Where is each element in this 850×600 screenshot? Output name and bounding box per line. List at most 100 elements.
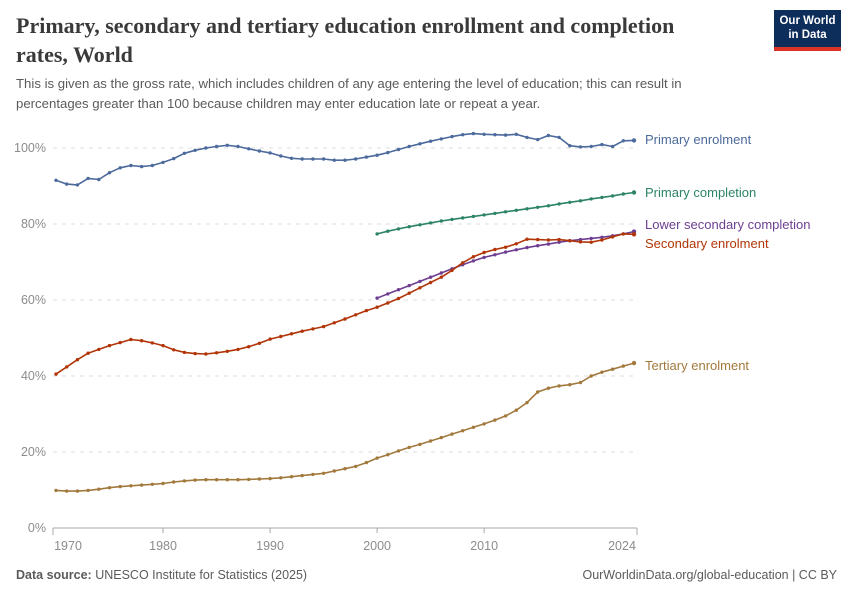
data-point-lower-secondary-completion[interactable]	[589, 236, 593, 241]
owid-link[interactable]: OurWorldinData.org/global-education | CC…	[582, 568, 837, 582]
data-point-secondary-enrolment[interactable]	[407, 291, 411, 295]
data-point-secondary-enrolment[interactable]	[439, 275, 443, 279]
data-point-secondary-enrolment[interactable]	[193, 351, 197, 356]
data-point-secondary-enrolment[interactable]	[493, 247, 497, 252]
data-point-tertiary-enrolment[interactable]	[354, 464, 358, 469]
data-point-tertiary-enrolment[interactable]	[118, 484, 122, 489]
data-point-tertiary-enrolment[interactable]	[375, 456, 379, 460]
data-point-secondary-enrolment[interactable]	[332, 321, 336, 325]
data-point-lower-secondary-completion[interactable]	[503, 250, 508, 254]
data-point-primary-enrolment[interactable]	[97, 177, 101, 182]
data-point-primary-enrolment[interactable]	[525, 135, 529, 140]
data-point-tertiary-enrolment[interactable]	[193, 478, 197, 482]
data-point-tertiary-enrolment[interactable]	[600, 370, 604, 374]
data-point-tertiary-enrolment[interactable]	[257, 477, 262, 481]
data-point-primary-completion[interactable]	[428, 221, 433, 225]
data-point-primary-enrolment[interactable]	[396, 147, 401, 152]
data-point-primary-enrolment[interactable]	[139, 164, 144, 169]
data-point-primary-enrolment[interactable]	[289, 156, 294, 160]
data-point-tertiary-enrolment[interactable]	[311, 472, 315, 477]
data-point-secondary-enrolment[interactable]	[182, 350, 187, 355]
data-point-lower-secondary-completion[interactable]	[386, 292, 390, 296]
data-point-secondary-enrolment[interactable]	[589, 240, 593, 244]
data-point-primary-enrolment[interactable]	[86, 176, 90, 181]
data-point-secondary-enrolment[interactable]	[118, 340, 122, 345]
data-point-secondary-enrolment[interactable]	[514, 242, 518, 246]
data-point-secondary-enrolment[interactable]	[568, 239, 572, 243]
data-point-secondary-enrolment[interactable]	[546, 238, 551, 242]
data-point-tertiary-enrolment[interactable]	[161, 481, 165, 486]
data-point-secondary-enrolment[interactable]	[621, 232, 625, 236]
data-point-secondary-enrolment[interactable]	[471, 255, 476, 259]
data-point-primary-enrolment[interactable]	[621, 139, 625, 143]
data-point-tertiary-enrolment[interactable]	[525, 400, 529, 405]
data-point-tertiary-enrolment[interactable]	[289, 475, 294, 479]
data-point-primary-enrolment[interactable]	[557, 135, 561, 140]
data-point-primary-enrolment[interactable]	[503, 133, 508, 137]
data-point-primary-enrolment[interactable]	[407, 144, 411, 149]
data-point-tertiary-enrolment[interactable]	[514, 408, 518, 412]
data-point-secondary-enrolment[interactable]	[75, 358, 80, 362]
data-point-lower-secondary-completion[interactable]	[546, 242, 551, 246]
data-point-secondary-enrolment[interactable]	[536, 237, 540, 242]
data-point-primary-completion[interactable]	[375, 232, 379, 236]
data-point-tertiary-enrolment[interactable]	[546, 386, 551, 390]
data-point-tertiary-enrolment[interactable]	[503, 414, 508, 418]
data-point-primary-enrolment[interactable]	[107, 171, 112, 175]
data-point-primary-completion[interactable]	[503, 210, 508, 214]
data-point-secondary-enrolment[interactable]	[610, 235, 615, 239]
data-point-secondary-enrolment[interactable]	[289, 332, 294, 336]
data-point-primary-completion[interactable]	[461, 216, 465, 220]
data-point-primary-completion[interactable]	[471, 214, 476, 219]
series-line-tertiary-enrolment[interactable]	[55, 362, 635, 492]
data-point-primary-completion[interactable]	[450, 217, 454, 222]
data-point-tertiary-enrolment[interactable]	[150, 482, 154, 486]
data-point-primary-enrolment[interactable]	[386, 150, 390, 155]
data-point-tertiary-enrolment[interactable]	[428, 439, 433, 443]
data-point-tertiary-enrolment[interactable]	[568, 383, 572, 387]
data-point-lower-secondary-completion[interactable]	[396, 288, 401, 292]
data-point-secondary-enrolment[interactable]	[225, 349, 229, 353]
data-point-tertiary-enrolment[interactable]	[139, 483, 144, 487]
data-point-primary-completion[interactable]	[396, 227, 401, 231]
data-point-secondary-enrolment[interactable]	[364, 308, 369, 313]
data-point-primary-completion[interactable]	[557, 202, 561, 206]
data-point-primary-enrolment[interactable]	[75, 183, 80, 187]
data-point-primary-enrolment[interactable]	[471, 131, 476, 136]
data-point-primary-enrolment[interactable]	[461, 133, 465, 137]
data-point-primary-enrolment[interactable]	[268, 151, 272, 155]
data-point-secondary-enrolment[interactable]	[54, 372, 58, 376]
data-point-secondary-enrolment[interactable]	[107, 343, 112, 348]
data-point-tertiary-enrolment[interactable]	[578, 380, 583, 385]
data-point-tertiary-enrolment[interactable]	[364, 460, 369, 465]
data-point-secondary-enrolment[interactable]	[428, 280, 433, 285]
data-point-tertiary-enrolment[interactable]	[300, 473, 304, 478]
data-point-primary-enrolment[interactable]	[343, 158, 347, 162]
data-point-primary-completion[interactable]	[482, 213, 486, 217]
data-point-primary-enrolment[interactable]	[225, 143, 229, 147]
data-point-lower-secondary-completion[interactable]	[375, 296, 379, 300]
data-point-secondary-enrolment[interactable]	[236, 347, 240, 352]
data-point-lower-secondary-completion[interactable]	[439, 271, 443, 275]
data-point-tertiary-enrolment[interactable]	[247, 477, 251, 482]
data-point-primary-enrolment[interactable]	[311, 157, 315, 161]
data-point-primary-enrolment[interactable]	[418, 142, 422, 146]
data-point-secondary-enrolment[interactable]	[461, 261, 465, 265]
data-point-secondary-enrolment[interactable]	[578, 240, 583, 244]
data-point-primary-enrolment[interactable]	[536, 137, 540, 142]
data-point-secondary-enrolment[interactable]	[150, 341, 154, 345]
data-point-tertiary-enrolment[interactable]	[386, 453, 390, 457]
data-point-secondary-enrolment[interactable]	[65, 365, 69, 369]
data-point-primary-enrolment[interactable]	[568, 144, 572, 148]
data-point-secondary-enrolment[interactable]	[386, 301, 390, 305]
data-point-secondary-enrolment[interactable]	[129, 337, 133, 342]
data-point-secondary-enrolment[interactable]	[204, 352, 208, 356]
data-point-secondary-enrolment[interactable]	[86, 351, 90, 355]
data-point-secondary-enrolment[interactable]	[257, 341, 262, 345]
data-point-tertiary-enrolment[interactable]	[482, 422, 486, 426]
data-point-primary-enrolment[interactable]	[182, 151, 187, 155]
data-point-lower-secondary-completion[interactable]	[536, 244, 540, 248]
data-point-lower-secondary-completion[interactable]	[418, 279, 422, 284]
data-point-tertiary-enrolment[interactable]	[450, 432, 454, 436]
